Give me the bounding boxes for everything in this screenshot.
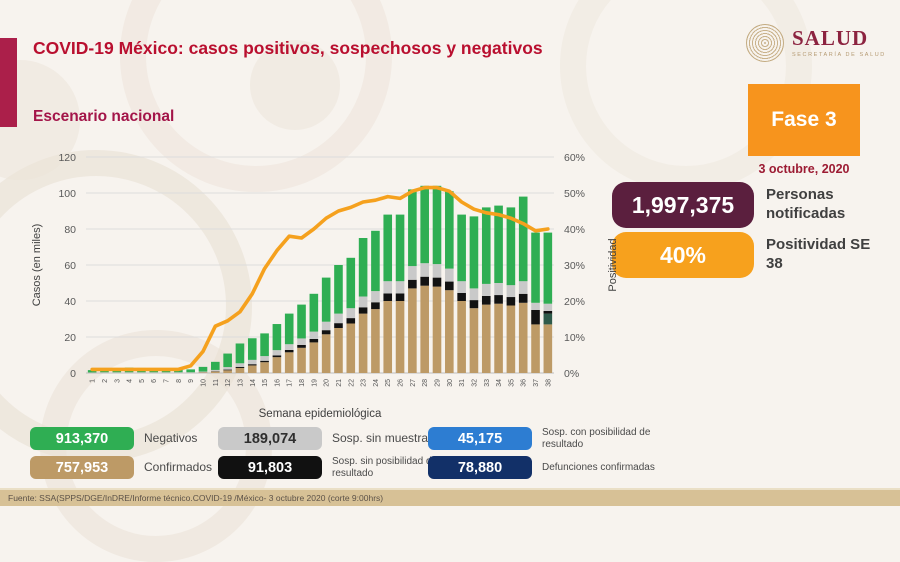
legend-value-chip: 45,175 [428, 427, 532, 450]
x-axis-tick: 29 [435, 379, 442, 387]
legend-item: 78,880 Defunciones confirmadas [428, 456, 682, 479]
fase-3-badge: Fase 3 [748, 84, 860, 156]
x-axis-tick: 31 [459, 379, 466, 387]
y-axis-left-tick: 100 [58, 188, 76, 200]
y-axis-right-tick: 0% [564, 368, 579, 380]
positivity-line [92, 188, 548, 370]
x-axis-tick: 6 [151, 379, 158, 383]
y-axis-left-title: Casos (en miles) [31, 224, 43, 307]
legend-value-chip: 913,370 [30, 427, 134, 450]
personas-notificadas-label: Personas notificadas [766, 186, 886, 224]
salud-logo: SALUD SECRETARÍA DE SALUD [746, 24, 886, 62]
x-axis-tick: 17 [287, 379, 294, 387]
y-axis-right-tick: 50% [564, 188, 585, 200]
stacked-bars [88, 186, 552, 373]
y-axis-right-title: Positividad [607, 238, 619, 291]
x-axis-tick: 26 [398, 379, 405, 387]
source-text: Fuente: SSA(SPPS/DGE/InDRE/Informe técni… [0, 493, 383, 503]
page-subtitle: Escenario nacional [33, 108, 174, 126]
x-axis-tick: 5 [139, 379, 146, 383]
x-axis-tick: 30 [447, 379, 454, 387]
x-axis-tick: 10 [201, 379, 208, 387]
y-axis-right-tick: 20% [564, 296, 585, 308]
y-axis-right-tick: 30% [564, 260, 585, 272]
x-axis-tick: 38 [545, 379, 552, 387]
y-axis-left-tick: 120 [58, 152, 76, 164]
x-axis-tick: 14 [250, 379, 257, 387]
legend-label: Defunciones confirmadas [542, 462, 682, 474]
y-axis-left-tick: 80 [64, 224, 76, 236]
salud-wordmark: SALUD [792, 28, 886, 49]
left-accent-bar [0, 38, 17, 127]
salud-emblem-icon [746, 24, 784, 62]
x-axis-tick: 28 [422, 379, 429, 387]
legend-value-chip: 189,074 [218, 427, 322, 450]
salud-sub-label: SECRETARÍA DE SALUD [792, 52, 886, 58]
x-axis-tick: 9 [188, 379, 195, 383]
y-axis-right-tick: 40% [564, 224, 585, 236]
legend-value-chip: 91,803 [218, 456, 322, 479]
x-axis-tick: 35 [508, 379, 515, 387]
legend-value-chip: 78,880 [428, 456, 532, 479]
x-axis-tick: 2 [102, 379, 109, 383]
x-axis-tick: 34 [496, 379, 503, 387]
x-axis-tick: 19 [311, 379, 318, 387]
x-axis-tick: 12 [225, 379, 232, 387]
x-axis-tick: 24 [373, 379, 380, 387]
x-axis-tick: 18 [299, 379, 306, 387]
x-axis-tick: 37 [533, 379, 540, 387]
y-axis-left-tick: 40 [64, 296, 76, 308]
x-axis-tick: 8 [176, 379, 183, 383]
x-axis-tick: 15 [262, 379, 269, 387]
x-axis-tick: 21 [336, 379, 343, 387]
x-axis-tick: 1 [90, 379, 97, 383]
x-axis-title: Semana epidemiológica [259, 408, 382, 420]
x-axis-tick: 7 [164, 379, 171, 383]
x-axis-tick: 13 [237, 379, 244, 387]
stat-positividad: 40% Positividad SE 38 [612, 232, 886, 278]
x-axis-tick: 22 [348, 379, 355, 387]
y-axis-right-tick: 10% [564, 332, 585, 344]
x-axis-tick: 11 [213, 379, 220, 386]
legend-item: 45,175 Sosp. con posibilidad de resultad… [428, 427, 682, 450]
positividad-label: Positividad SE 38 [766, 236, 886, 274]
x-axis-tick: 25 [385, 379, 392, 387]
x-axis-tick: 36 [521, 379, 528, 387]
y-axis-left-tick: 60 [64, 260, 76, 272]
stat-personas-notificadas: 1,997,375 Personas notificadas [612, 182, 886, 228]
x-axis-tick: 32 [471, 379, 478, 387]
page-title: COVID-19 México: casos positivos, sospec… [33, 38, 543, 59]
legend-value-chip: 757,953 [30, 456, 134, 479]
x-axis-tick: 27 [410, 379, 417, 387]
x-axis-tick: 4 [127, 379, 134, 383]
y-axis-right-tick: 60% [564, 152, 585, 164]
x-axis-tick: 23 [361, 379, 368, 387]
x-axis-tick: 33 [484, 379, 491, 387]
footer-bar: Fuente: SSA(SPPS/DGE/InDRE/Informe técni… [0, 488, 900, 506]
legend-label: Sosp. con posibilidad de resultado [542, 427, 682, 450]
x-axis-tick: 16 [274, 379, 281, 387]
x-axis-tick: 3 [114, 379, 121, 383]
chart-legend: 913,370 Negativos 757,953 Confirmados 18… [0, 420, 900, 486]
y-axis-left-tick: 20 [64, 332, 76, 344]
x-axis-tick: 20 [324, 379, 331, 387]
y-axis-left-tick: 0 [70, 368, 76, 380]
report-date: 3 octubre, 2020 [740, 162, 868, 176]
